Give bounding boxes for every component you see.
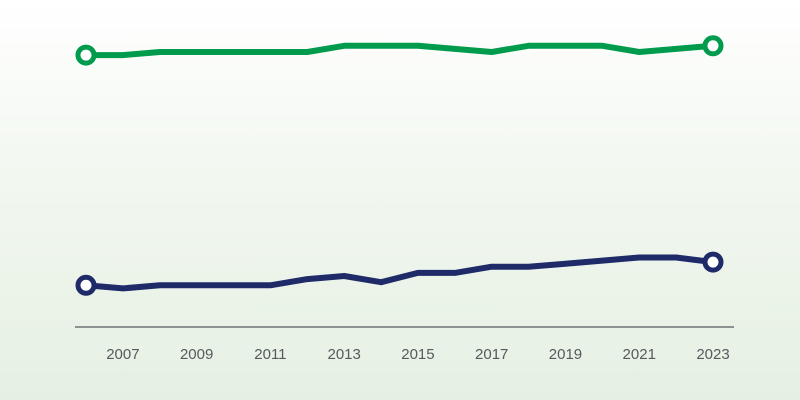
series-2 — [75, 251, 724, 296]
x-tick-label: 2007 — [106, 346, 139, 363]
x-tick-label: 2013 — [327, 346, 360, 363]
x-tick-label: 2023 — [696, 346, 729, 363]
series-group — [75, 35, 724, 296]
x-tick-label: 2021 — [623, 346, 656, 363]
series-2-end-marker — [75, 274, 97, 296]
series-1-end-marker — [702, 35, 724, 57]
x-tick-label: 2019 — [549, 346, 582, 363]
series-2-line — [83, 254, 716, 292]
series-2-end-marker — [702, 251, 724, 273]
series-1 — [75, 35, 724, 66]
x-tick-label: 2015 — [401, 346, 434, 363]
x-tick-label: 2017 — [475, 346, 508, 363]
series-1-end-marker — [75, 44, 97, 66]
x-tick-labels: 2007 2009 2011 2013 2015 2017 2019 2021 2023 — [106, 346, 729, 363]
x-tick-label: 2011 — [254, 346, 286, 363]
series-1-line — [83, 42, 716, 59]
x-tick-label: 2009 — [180, 346, 213, 363]
